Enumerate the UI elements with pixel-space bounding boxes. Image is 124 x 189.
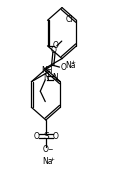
Text: O: O — [33, 132, 39, 141]
Text: Na: Na — [42, 157, 53, 166]
Text: O: O — [61, 63, 67, 72]
Text: +: + — [70, 60, 75, 65]
Text: N: N — [52, 74, 58, 82]
Text: N: N — [44, 74, 49, 82]
Text: S: S — [43, 132, 49, 141]
Text: Na: Na — [66, 61, 76, 70]
Text: +: + — [49, 157, 54, 162]
Text: NH: NH — [41, 66, 52, 75]
Text: Cl: Cl — [66, 15, 73, 24]
Text: −: − — [47, 147, 53, 153]
Text: O: O — [52, 41, 58, 50]
Text: O: O — [53, 132, 59, 141]
Text: O: O — [51, 46, 57, 55]
Text: O: O — [43, 145, 49, 154]
